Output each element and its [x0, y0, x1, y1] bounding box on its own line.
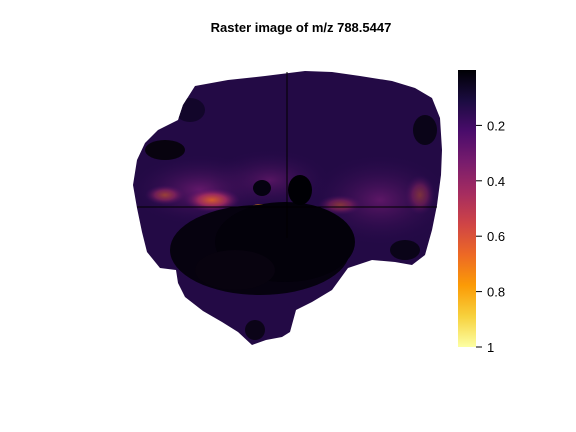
colorbar-tick-label: 1 — [487, 340, 494, 355]
colorbar-tick-label: 0.4 — [487, 174, 505, 189]
colorbar-gradient — [458, 70, 476, 347]
colorbar: 0.2 0.4 0.6 0.8 1 — [458, 70, 505, 355]
colorbar-ticks: 0.2 0.4 0.6 0.8 1 — [476, 118, 505, 355]
colorbar-tick-label: 0.8 — [487, 285, 505, 300]
chart-title: Raster image of m/z 788.5447 — [210, 20, 392, 35]
crosshair — [137, 72, 437, 238]
colorbar-tick-label: 0.6 — [487, 229, 505, 244]
colorbar-tick-label: 0.2 — [487, 118, 505, 133]
heatmap-raster — [133, 71, 442, 345]
